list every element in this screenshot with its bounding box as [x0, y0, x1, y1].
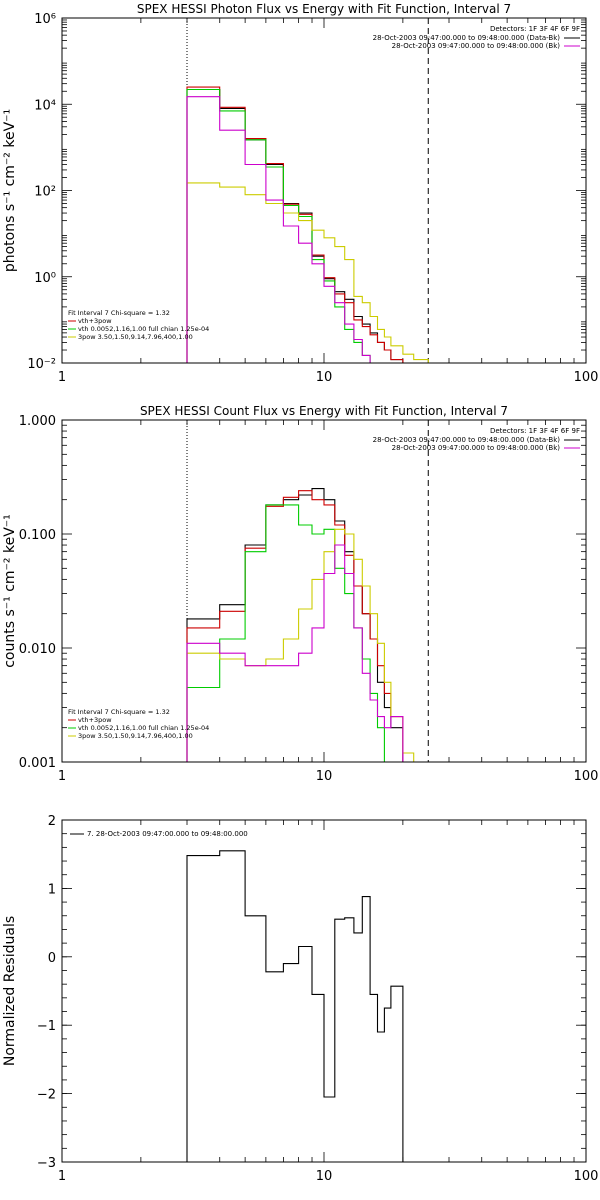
chart-panel-2: SPEX HESSI Count Flux vs Energy with Fit… [2, 404, 598, 784]
y-tick-label: 10⁰ [34, 271, 56, 286]
fit-legend-label: 3pow 3.50,1.50,9.14,7.96,400,1.00 [78, 333, 193, 341]
time-legend-label: 28-Oct-2003 09:47:00.000 to 09:48:00.000… [392, 42, 561, 50]
y-tick-label: −1 [37, 1019, 56, 1034]
plot-frame [61, 17, 587, 364]
fit-legend-label: vth 0.0052,1.16,1.00 full chian 1.25e-04 [78, 325, 209, 333]
y-tick-label: 10⁶ [34, 12, 56, 27]
x-tick-label: 1 [58, 370, 66, 385]
detectors-label: Detectors: 1F 3F 4F 6F 9F [490, 427, 580, 435]
y-tick-label: 1.000 [19, 414, 56, 429]
x-tick-label: 100 [574, 1169, 599, 1184]
time-legend-label: 28-Oct-2003 09:47:00.000 to 09:48:00.000… [373, 34, 561, 42]
y-tick-label: 2 [48, 814, 56, 829]
detectors-label: Detectors: 1F 3F 4F 6F 9F [490, 25, 580, 33]
plot-area [186, 86, 442, 363]
x-tick-label: 10 [316, 1169, 333, 1184]
y-tick-label: 10⁻² [27, 357, 56, 372]
x-tick-label: 100 [574, 370, 599, 385]
y-axis-label: counts s⁻¹ cm⁻² keV⁻¹ [2, 514, 18, 668]
x-tick-label: 10 [316, 370, 333, 385]
plot-area [186, 850, 404, 1162]
series-3pow [186, 182, 442, 363]
fit-legend-label: vth+3pow [78, 716, 112, 724]
x-tick-label: 1 [58, 769, 66, 784]
x-tick-label: 10 [316, 769, 333, 784]
y-axis-label: Normalized Residuals [2, 916, 18, 1066]
series-bk [186, 544, 404, 762]
y-tick-label: 0.010 [19, 642, 56, 657]
series-vth [186, 88, 371, 363]
fit-legend-label: Fit Interval 7 Chi-square = 1.32 [68, 708, 170, 716]
plot-frame [61, 419, 587, 763]
chart-panel-3: 1 10 100 −3 −2 −1 0 1 2 Normalized Residuals 7. 28… [2, 814, 598, 1184]
y-tick-label: 10⁴ [34, 98, 56, 113]
fit-legend-label: vth+3pow [78, 317, 112, 325]
fit-legend-label: 3pow 3.50,1.50,9.14,7.96,400,1.00 [78, 732, 193, 740]
chart-panel-1: SPEX HESSI Photon Flux vs Energy with Fi… [2, 2, 598, 385]
y-tick-label: 0.100 [19, 528, 56, 543]
y-tick-label: 0 [48, 951, 56, 966]
y-tick-label: 1 [48, 882, 56, 897]
plot-frame [61, 819, 587, 1163]
chart-title: SPEX HESSI Count Flux vs Energy with Fit… [140, 404, 508, 418]
time-legend-label: 28-Oct-2003 09:47:00.000 to 09:48:00.000… [392, 444, 561, 452]
series-residuals [186, 850, 404, 1162]
y-tick-label: −3 [37, 1156, 56, 1171]
series-vth-3pow [186, 490, 404, 762]
residual-legend-label: 7. 28-Oct-2003 09:47:00.000 to 09:48:00.… [87, 830, 248, 838]
chart-title: SPEX HESSI Photon Flux vs Energy with Fi… [137, 2, 511, 16]
plot-area [186, 488, 415, 762]
x-tick-label: 1 [58, 1169, 66, 1184]
y-tick-label: 0.001 [19, 756, 56, 771]
fit-legend-label: Fit Interval 7 Chi-square = 1.32 [68, 309, 170, 317]
y-tick-label: 10² [34, 185, 56, 200]
fit-legend-label: vth 0.0052,1.16,1.00 full chian 1.25e-04 [78, 724, 209, 732]
series-3pow [186, 528, 415, 762]
series-vth [186, 504, 392, 762]
time-legend-label: 28-Oct-2003 09:47:00.000 to 09:48:00.000… [373, 436, 561, 444]
y-tick-label: −2 [37, 1088, 56, 1103]
y-axis-label: photons s⁻¹ cm⁻² keV⁻¹ [2, 109, 18, 272]
x-tick-label: 100 [574, 769, 599, 784]
series-bk [186, 96, 371, 363]
